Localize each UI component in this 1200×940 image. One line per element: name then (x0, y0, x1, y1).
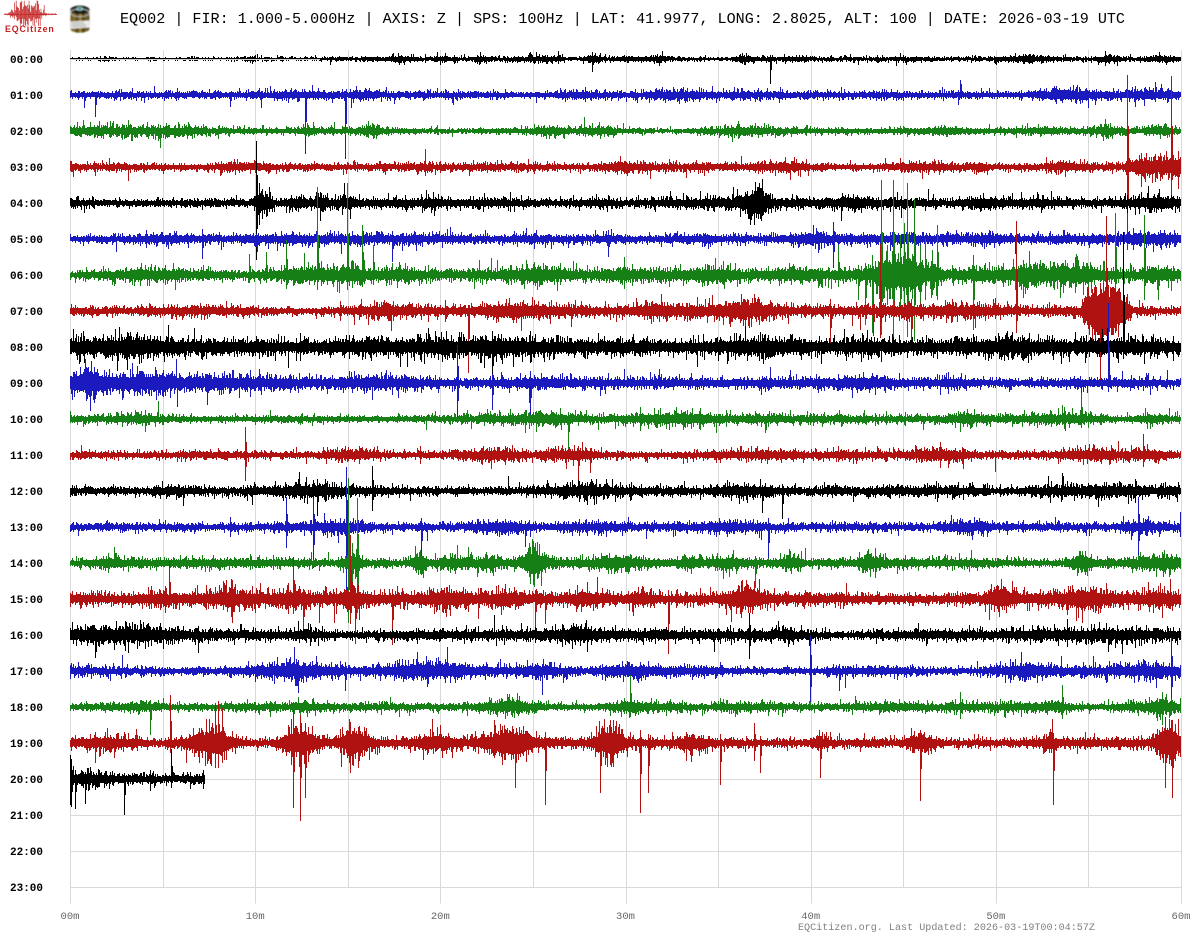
svg-text:14:00: 14:00 (10, 559, 43, 571)
svg-text:20:00: 20:00 (10, 775, 43, 787)
svg-text:10m: 10m (246, 911, 265, 923)
svg-text:10:00: 10:00 (10, 415, 43, 427)
svg-text:00:00: 00:00 (10, 55, 43, 67)
svg-text:19:00: 19:00 (10, 739, 43, 751)
svg-text:EQCitizen.org. Last Updated: 2: EQCitizen.org. Last Updated: 2026-03-19T… (798, 922, 1095, 934)
svg-text:05:00: 05:00 (10, 235, 43, 247)
svg-text:02:00: 02:00 (10, 127, 43, 139)
svg-text:03:00: 03:00 (10, 163, 43, 175)
svg-text:04:00: 04:00 (10, 199, 43, 211)
svg-text:09:00: 09:00 (10, 379, 43, 391)
svg-text:30m: 30m (616, 911, 635, 923)
svg-text:16:00: 16:00 (10, 631, 43, 643)
svg-text:50m: 50m (986, 911, 1005, 923)
svg-text:60m: 60m (1172, 911, 1191, 923)
svg-text:07:00: 07:00 (10, 307, 43, 319)
svg-text:EQ002 | FIR: 1.000-5.000Hz | A: EQ002 | FIR: 1.000-5.000Hz | AXIS: Z | S… (120, 11, 1125, 28)
svg-text:EQCitizen: EQCitizen (5, 24, 54, 34)
svg-text:08:00: 08:00 (10, 343, 43, 355)
svg-text:23:00: 23:00 (10, 883, 43, 895)
svg-text:40m: 40m (801, 911, 820, 923)
svg-text:15:00: 15:00 (10, 595, 43, 607)
svg-text:18:00: 18:00 (10, 703, 43, 715)
svg-text:12:00: 12:00 (10, 487, 43, 499)
svg-text:21:00: 21:00 (10, 811, 43, 823)
svg-text:22:00: 22:00 (10, 847, 43, 859)
svg-text:00m: 00m (61, 911, 80, 923)
svg-text:06:00: 06:00 (10, 271, 43, 283)
svg-text:01:00: 01:00 (10, 91, 43, 103)
svg-text:17:00: 17:00 (10, 667, 43, 679)
svg-text:20m: 20m (431, 911, 450, 923)
svg-text:11:00: 11:00 (10, 451, 43, 463)
svg-text:13:00: 13:00 (10, 523, 43, 535)
